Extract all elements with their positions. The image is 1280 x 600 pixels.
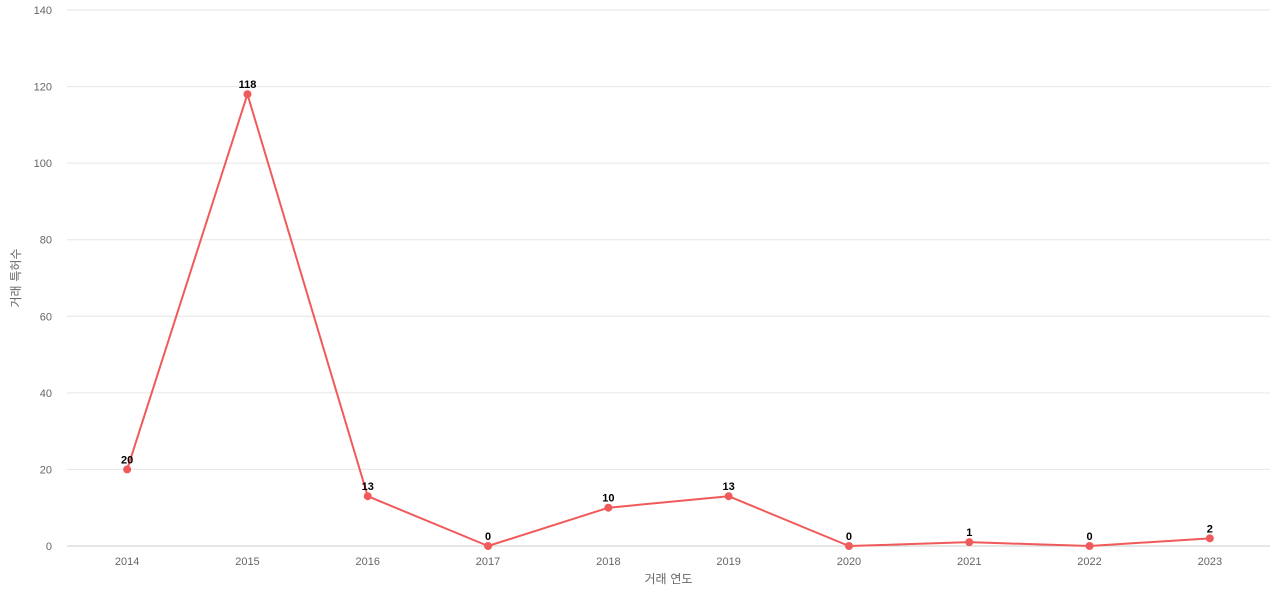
y-tick-label: 140 — [34, 5, 52, 17]
data-point[interactable] — [123, 465, 132, 474]
data-point[interactable] — [604, 503, 613, 512]
data-label: 10 — [602, 493, 614, 505]
data-label: 13 — [723, 481, 735, 493]
data-point[interactable] — [724, 492, 733, 501]
data-point[interactable] — [243, 90, 252, 99]
y-tick-label: 40 — [40, 388, 52, 400]
data-point[interactable] — [1085, 542, 1094, 550]
x-tick-label: 2016 — [356, 556, 380, 568]
data-label: 0 — [1086, 531, 1092, 543]
series-layer — [123, 90, 1214, 550]
y-axis-ticks: 0 20 40 60 80 100 120 140 — [34, 5, 52, 553]
data-label: 2 — [1207, 523, 1213, 535]
data-point[interactable] — [363, 492, 372, 501]
x-tick-label: 2017 — [476, 556, 500, 568]
data-point[interactable] — [844, 542, 853, 550]
y-axis-title: 거래 특허수 — [9, 248, 23, 307]
x-axis-ticks: 2014 2015 2016 2017 2018 2019 2020 2021 2022 2023 — [115, 556, 1222, 568]
y-tick-label: 80 — [40, 235, 52, 247]
y-tick-label: 60 — [40, 311, 52, 323]
y-tick-label: 0 — [46, 541, 52, 553]
x-tick-label: 2022 — [1077, 556, 1101, 568]
x-tick-label: 2018 — [596, 556, 620, 568]
data-label: 13 — [362, 481, 374, 493]
data-point[interactable] — [965, 538, 974, 547]
y-tick-label: 100 — [34, 158, 52, 170]
data-point[interactable] — [1205, 534, 1214, 543]
data-point[interactable] — [484, 542, 493, 550]
x-tick-label: 2019 — [716, 556, 740, 568]
y-tick-label: 120 — [34, 82, 52, 94]
data-label: 0 — [485, 531, 491, 543]
data-label: 1 — [966, 527, 972, 539]
series-line — [126, 93, 1210, 547]
x-tick-label: 2014 — [115, 556, 139, 568]
x-tick-label: 2021 — [957, 556, 981, 568]
x-tick-label: 2020 — [837, 556, 861, 568]
data-label: 118 — [239, 79, 257, 91]
x-tick-label: 2015 — [235, 556, 259, 568]
y-tick-label: 20 — [40, 464, 52, 476]
x-axis-title: 거래 연도 — [645, 572, 693, 586]
x-tick-label: 2023 — [1198, 556, 1222, 568]
data-label: 20 — [121, 454, 133, 466]
data-label: 0 — [846, 531, 852, 543]
